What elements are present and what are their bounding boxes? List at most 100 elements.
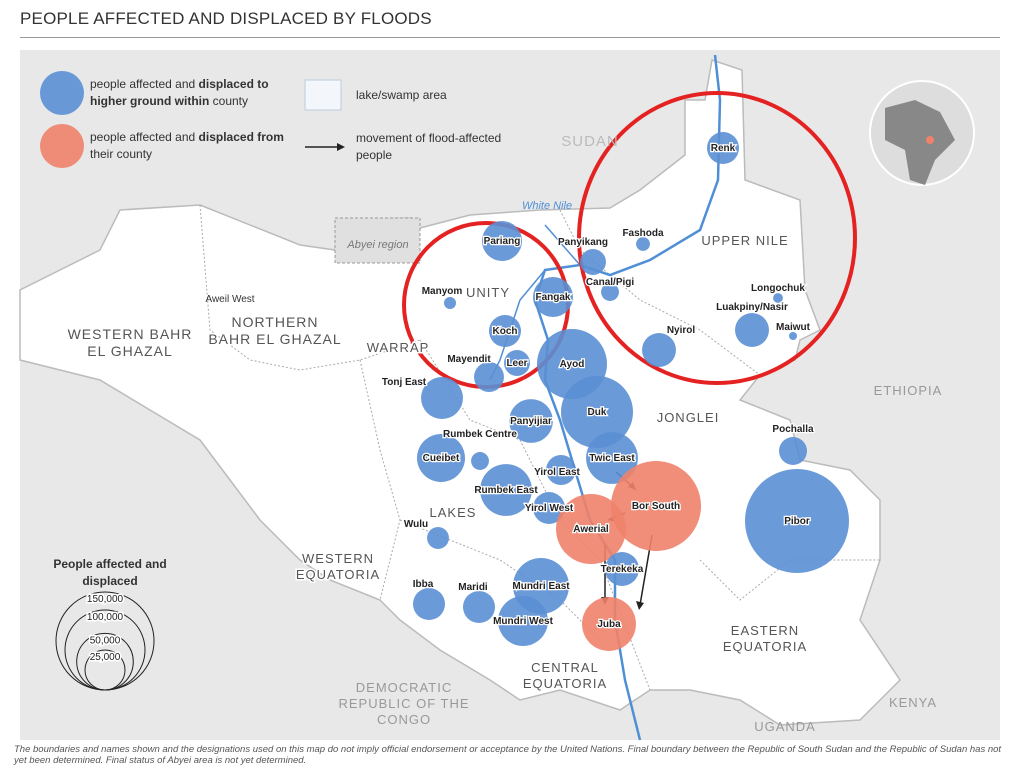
highlight-circle [577,91,857,385]
county-bubble [443,296,457,310]
africa [885,100,955,185]
size-legend-label: 25,000 [90,652,121,663]
county-label: Luakpiny/Nasir [716,302,788,313]
region-label: ETHIOPIA [874,383,943,398]
county-bubble [462,590,496,624]
county-label: Mundri East [512,581,570,592]
county-bubble [582,597,636,651]
county-bubble [611,461,701,551]
rule [20,37,1000,38]
region-label: NORTHERN [231,314,318,330]
region-label: LAKES [430,505,477,520]
county-label: Wulu [404,519,428,530]
county-label: Terekeka [601,564,644,575]
county-bubble [580,249,606,275]
county-bubble [421,377,463,419]
county-label: Pibor [784,516,810,527]
legend-text: their county [90,147,153,161]
county-bubble [498,596,548,646]
region-label: UPPER NILE [701,233,788,248]
county-bubble [556,494,626,564]
county-label: Maiwut [776,322,811,333]
county-label: Fashoda [622,228,664,239]
footnote: The boundaries and names shown and the d… [14,744,1002,766]
borders [199,204,880,691]
region-label: WESTERN [302,551,374,566]
legend-lake: lake/swamp area [356,88,447,102]
county-bubble [605,552,639,586]
size-legend-title: People affected and displaced [53,557,167,588]
county-label: Renk [711,143,736,154]
region-label: WESTERN BAHR [68,326,193,342]
county-label: Ayod [560,359,585,370]
county-label: Twic East [589,453,635,464]
county-bubble [480,464,532,516]
region-label: EL GHAZAL [87,343,173,359]
region-label: UGANDA [754,719,816,734]
globe-highlight [926,136,934,144]
county-bubble [532,276,574,318]
county-label: Bor South [632,501,680,512]
region-label: UNITY [466,285,510,300]
region-label: CENTRAL [531,660,599,675]
county-label: Awerial [573,524,609,535]
county-bubble [735,313,769,347]
legend-text: displaced to higher ground within [90,77,269,108]
county-bubble [546,455,576,485]
legend-swatch [40,71,84,115]
county-label: Pochalla [772,424,814,435]
place-label: Aweil West [205,294,254,305]
region-label: KENYA [889,695,937,710]
county-label: Manyom [422,286,463,297]
county-bubble [642,333,676,367]
county-bubble [509,399,553,443]
county-label: Koch [493,326,518,337]
legend-text: county [209,94,249,108]
county-bubble [586,432,638,484]
county-bubble [560,375,634,449]
county-label: Yirol East [534,467,580,478]
legend-text: people affected and [90,77,199,91]
legend-swatch [40,124,84,168]
region-label: EQUATORIA [523,676,607,691]
county-label: Leer [506,358,527,369]
legend-item: people affected and displaced to higher … [90,76,290,110]
county-label: Panyijiar [510,416,552,427]
county-label: Ibba [413,579,434,590]
lake-swatch [304,79,342,111]
county-bubble [488,314,522,348]
county-label: Juba [597,619,621,630]
place-label: Abyei region [346,239,408,251]
county-label: Mundri West [493,616,553,627]
county-label: Duk [588,407,607,418]
region-label: SUDAN [561,133,619,150]
county-bubble [773,293,783,303]
abyei-area [334,217,421,264]
county-label: Rumbek East [474,485,538,496]
size-legend-label: 100,000 [87,612,124,623]
county-bubble [788,331,798,341]
county-bubble [778,436,808,466]
arrow-swatch-head [337,143,345,151]
county-bubble [706,131,740,165]
county-bubble [412,587,446,621]
county-label: Fangak [535,292,570,303]
legend-movement: movement of flood-affected people [356,131,502,162]
county-label: Tonj East [382,377,427,388]
county-bubble [481,220,523,262]
legend-text: displaced from [198,130,284,144]
county-bubble [471,452,489,470]
legend-item: people affected and displaced from their… [90,129,290,163]
county-bubble [416,433,466,483]
bubbles [412,131,850,651]
place-label: White Nile [522,200,572,212]
region-label: EASTERN [731,623,799,638]
county-label: Rumbek Centre [443,429,517,440]
region-label: BAHR EL GHAZAL [208,331,341,347]
county-label: Canal/Pigi [586,277,635,288]
region-label: JONGLEI [657,410,720,425]
county-label: Maridi [458,582,488,593]
county-label: Longochuk [751,283,805,294]
county-label: Yirol West [525,503,574,514]
region-label: REPUBLIC OF THE [338,696,469,711]
